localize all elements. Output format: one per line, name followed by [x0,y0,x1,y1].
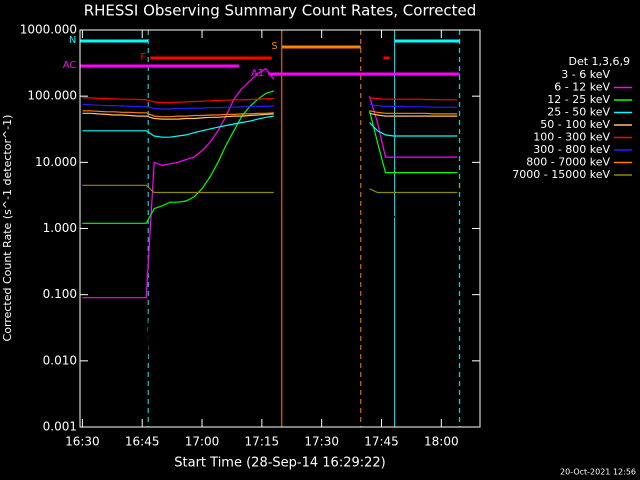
plot-frame [79,29,481,428]
footer: 20-Oct-2021 12:56 [560,468,636,477]
y-tick-label: 0.001 [43,420,77,434]
x-axis-label: Start Time (28-Sep-14 16:29:22) [174,456,385,471]
series-line [82,184,458,194]
x-tick-label: 16:30 [65,435,100,449]
legend-label: 12 - 25 keV [547,93,610,106]
flag-label: N [69,35,76,46]
series-line [82,115,458,138]
flag-label: F [140,52,146,63]
series-line [82,67,458,299]
legend-label: 3 - 6 keV [561,68,610,81]
x-tick-label: 17:45 [364,435,399,449]
legend-label: 100 - 300 keV [533,131,610,144]
y-tick-label: 100.000 [27,89,77,103]
flag-label: S [271,41,277,52]
legend-label: 300 - 800 keV [533,143,610,156]
series-line [82,103,458,110]
y-tick-label: 0.010 [43,353,77,367]
x-tick-label: 17:00 [185,435,220,449]
flag-label: AC [63,60,77,71]
y-tick-label: 10.000 [35,155,77,169]
y-axis-label: Corrected Count Rate (s^-1 detector^-1) [1,115,14,342]
y-tick-label: 1.000 [43,221,77,235]
x-tick-label: 17:30 [304,435,339,449]
legend-label: 7000 - 15000 keV [512,168,610,181]
legend-title: Det 1,3,6,9 [568,55,630,68]
x-tick-label: 18:00 [424,435,459,449]
chart-title: RHESSI Observing Summary Count Rates, Co… [84,2,477,20]
series-line [82,97,458,104]
legend-label: 50 - 100 keV [540,118,610,131]
series-line [82,112,458,120]
legend-label: 25 - 50 keV [547,106,610,119]
y-tick-label: 1000.000 [20,23,77,37]
y-tick-label: 0.100 [43,287,77,301]
series-line [82,144,458,382]
x-tick-label: 17:15 [245,435,280,449]
legend-label: 800 - 7000 keV [526,156,610,169]
series-line [82,110,458,118]
x-tick-label: 16:45 [125,435,160,449]
flag-label: A1 [251,68,264,79]
legend-label: 6 - 12 keV [554,81,610,94]
